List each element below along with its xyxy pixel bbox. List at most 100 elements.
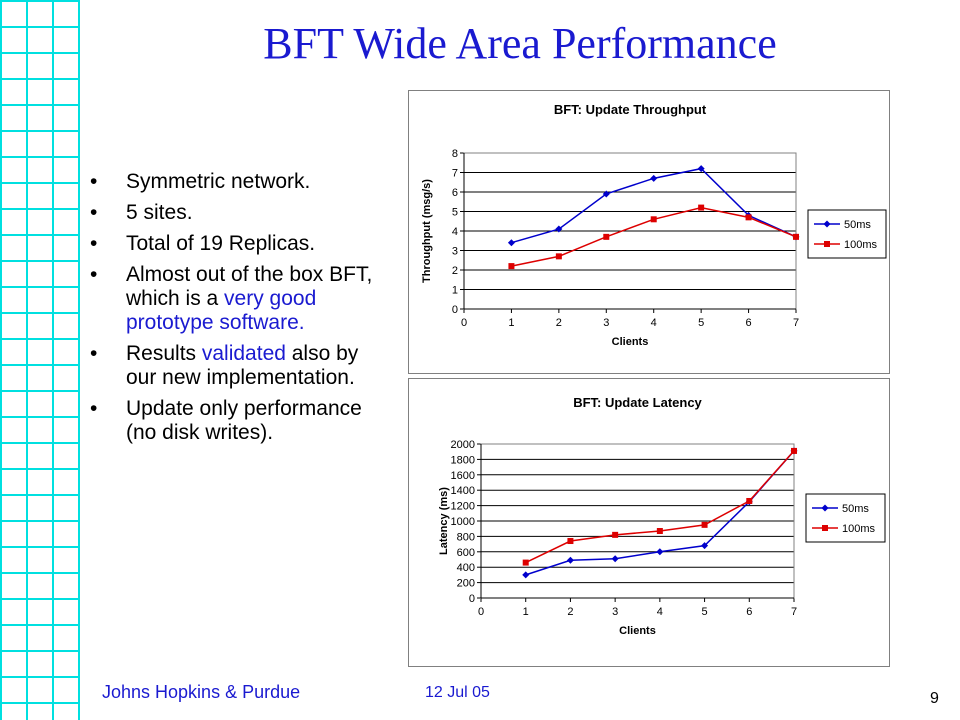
bullet-text: also by our new implementation. — [126, 342, 359, 389]
bullet-item: Update only performance (no disk writes)… — [90, 397, 390, 445]
throughput-chart: BFT: Update Throughput 0 1 2 3 4 5 6 7 8 0 1 2 3 4 5 6 7 C… — [408, 90, 890, 374]
data-point-100ms — [793, 233, 799, 240]
data-point-50ms — [611, 555, 619, 563]
y-tick-label: 4 — [452, 226, 458, 238]
x-axis-label: Clients — [612, 336, 649, 348]
data-point-100ms — [698, 204, 705, 211]
bullet-item: 5 sites. — [90, 201, 390, 225]
y-tick-label: 400 — [457, 562, 475, 574]
data-point-50ms — [697, 165, 705, 173]
legend-label-50ms: 50ms — [842, 503, 869, 515]
series-line-100ms — [525, 450, 795, 564]
y-tick-label: 800 — [457, 531, 475, 543]
y-tick-label: 7 — [452, 168, 458, 180]
chart-title: BFT: Update Throughput — [554, 102, 707, 117]
x-tick-label: 7 — [791, 606, 797, 618]
data-point-50ms — [602, 190, 610, 198]
page-number: 9 — [930, 690, 939, 707]
bullet-text: Results — [126, 342, 202, 365]
bullet-text: Total of 19 Replicas. — [126, 232, 316, 255]
y-tick-label: 2000 — [451, 439, 475, 451]
data-point-50ms — [701, 542, 709, 550]
x-tick-label: 3 — [612, 606, 618, 618]
bullet-text: Almost out of the box BFT, which is a — [126, 263, 373, 310]
data-point-100ms — [746, 497, 753, 504]
x-tick-label: 1 — [523, 606, 529, 618]
bullet-item: Results validated also by our new implem… — [90, 342, 390, 390]
data-point-100ms — [603, 233, 610, 240]
y-tick-label: 1600 — [451, 470, 475, 482]
data-point-50ms — [507, 239, 515, 247]
y-tick-label: 6 — [452, 187, 458, 199]
latency-chart-svg: BFT: Update Latency020040060080010001200… — [438, 395, 886, 637]
x-tick-label: 6 — [746, 606, 752, 618]
y-tick-label: 1000 — [451, 516, 475, 528]
x-tick-label: 4 — [657, 606, 663, 618]
data-point-100ms — [567, 538, 574, 545]
footer-date: 12 Jul 05 — [425, 684, 490, 701]
legend-label-100ms: 100ms — [844, 239, 878, 251]
bullet-text: Symmetric network. — [126, 170, 311, 193]
legend-label-100ms: 100ms — [842, 523, 876, 535]
data-point-50ms — [522, 571, 530, 579]
y-tick-label: 1800 — [451, 454, 475, 466]
data-point-100ms — [508, 263, 515, 270]
x-axis-label: Clients — [619, 625, 656, 637]
data-point-50ms — [656, 548, 664, 556]
legend-marker-50ms — [821, 504, 829, 512]
data-point-100ms — [701, 521, 708, 528]
latency-chart: BFT: Update Latency 0 200 400 600 800 1000 1200… — [408, 378, 890, 667]
data-point-100ms — [745, 214, 752, 221]
data-point-100ms — [650, 216, 657, 223]
slide-title: BFT Wide Area Performance — [263, 19, 777, 68]
data-point-100ms — [522, 559, 529, 566]
bullet-item: Symmetric network. — [90, 170, 390, 194]
y-tick-label: 1400 — [451, 485, 475, 497]
y-tick-label: 1 — [452, 285, 458, 297]
y-axis-label: Throughput (msg/s) — [421, 179, 433, 283]
bullet-item: Total of 19 Replicas. — [90, 232, 390, 256]
x-tick-label: 5 — [698, 317, 704, 329]
x-tick-label: 4 — [651, 317, 657, 329]
y-tick-label: 0 — [469, 593, 475, 605]
x-tick-label: 0 — [478, 606, 484, 618]
bullet-list: Symmetric network. 5 sites. Total of 19 … — [90, 170, 390, 452]
data-point-50ms — [566, 556, 574, 564]
decorative-grid-strip — [0, 0, 80, 720]
footer-institution: Johns Hopkins & Purdue — [102, 682, 301, 702]
bullet-text: Update only performance (no disk writes)… — [126, 397, 362, 444]
legend-marker-100ms — [822, 525, 828, 531]
legend-box — [805, 493, 886, 543]
legend-label-50ms: 50ms — [844, 219, 871, 231]
x-tick-label: 0 — [461, 317, 467, 329]
y-tick-label: 600 — [457, 547, 475, 559]
y-tick-label: 5 — [452, 207, 458, 219]
legend-box — [807, 209, 887, 259]
data-point-100ms — [555, 253, 562, 260]
y-tick-label: 1200 — [451, 501, 475, 513]
data-point-50ms — [650, 174, 658, 182]
x-tick-label: 5 — [702, 606, 708, 618]
bullet-text: 5 sites. — [126, 201, 193, 224]
data-point-100ms — [612, 531, 619, 538]
chart-title: BFT: Update Latency — [573, 395, 702, 410]
bullet-highlight: very good prototype software. — [126, 287, 317, 334]
x-tick-label: 2 — [556, 317, 562, 329]
grid-strip-background — [0, 0, 80, 720]
x-tick-label: 6 — [746, 317, 752, 329]
throughput-chart-svg: BFT: Update Throughput 0 1 2 3 4 5 6 7 8 0 1 2 3 4 5 6 7 C… — [421, 102, 887, 348]
bullet-highlight: validated — [201, 342, 286, 365]
x-tick-label: 7 — [793, 317, 799, 329]
legend-marker-50ms — [823, 220, 831, 228]
x-tick-label: 2 — [567, 606, 573, 618]
data-point-100ms — [656, 528, 663, 535]
y-tick-label: 3 — [452, 246, 458, 258]
y-tick-label: 8 — [452, 148, 458, 160]
y-tick-label: 2 — [452, 265, 458, 277]
data-point-50ms — [555, 225, 563, 233]
x-tick-label: 1 — [508, 317, 514, 329]
y-tick-label: 200 — [457, 578, 475, 590]
y-tick-label: 0 — [452, 304, 458, 316]
data-point-100ms — [791, 447, 797, 454]
series-line-50ms — [525, 450, 795, 576]
